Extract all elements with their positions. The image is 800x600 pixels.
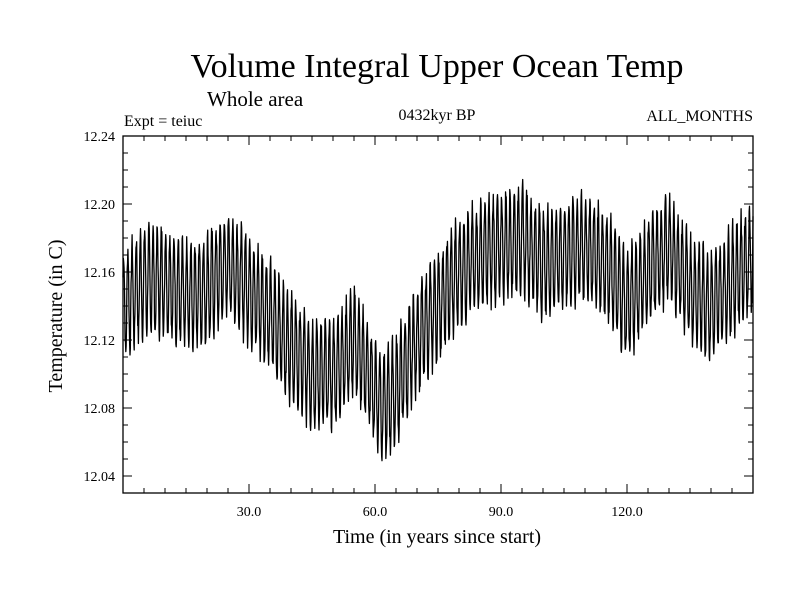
- ticks-layer: [122, 135, 754, 494]
- experiment-label: Expt = teiuc: [124, 113, 202, 130]
- chart-subtitle: Whole area: [207, 87, 304, 111]
- y-tick-label: 12.20: [84, 198, 116, 213]
- temperature-series-line: [122, 178, 754, 462]
- series-layer: [122, 178, 754, 462]
- x-tick-label: 120.0: [611, 505, 643, 520]
- x-tick-labels: 30.0 60.0 90.0 120.0: [237, 505, 643, 520]
- y-tick-label: 12.16: [84, 266, 116, 281]
- chart-title: Volume Integral Upper Ocean Temp: [191, 48, 684, 85]
- x-tick-label: 90.0: [489, 505, 514, 520]
- months-label: ALL_MONTHS: [646, 108, 753, 125]
- y-axis-label: Temperature (in C): [45, 240, 67, 393]
- y-tick-label: 12.12: [84, 334, 116, 349]
- x-tick-label: 60.0: [363, 505, 388, 520]
- x-axis-label: Time (in years since start): [333, 526, 541, 548]
- y-tick-labels: 12.04 12.08 12.12 12.16 12.20 12.24: [84, 130, 116, 485]
- period-label: 0432kyr BP: [399, 107, 476, 124]
- y-tick-label: 12.24: [84, 130, 116, 145]
- y-tick-label: 12.04: [84, 470, 116, 485]
- y-tick-label: 12.08: [84, 402, 116, 417]
- x-tick-label: 30.0: [237, 505, 262, 520]
